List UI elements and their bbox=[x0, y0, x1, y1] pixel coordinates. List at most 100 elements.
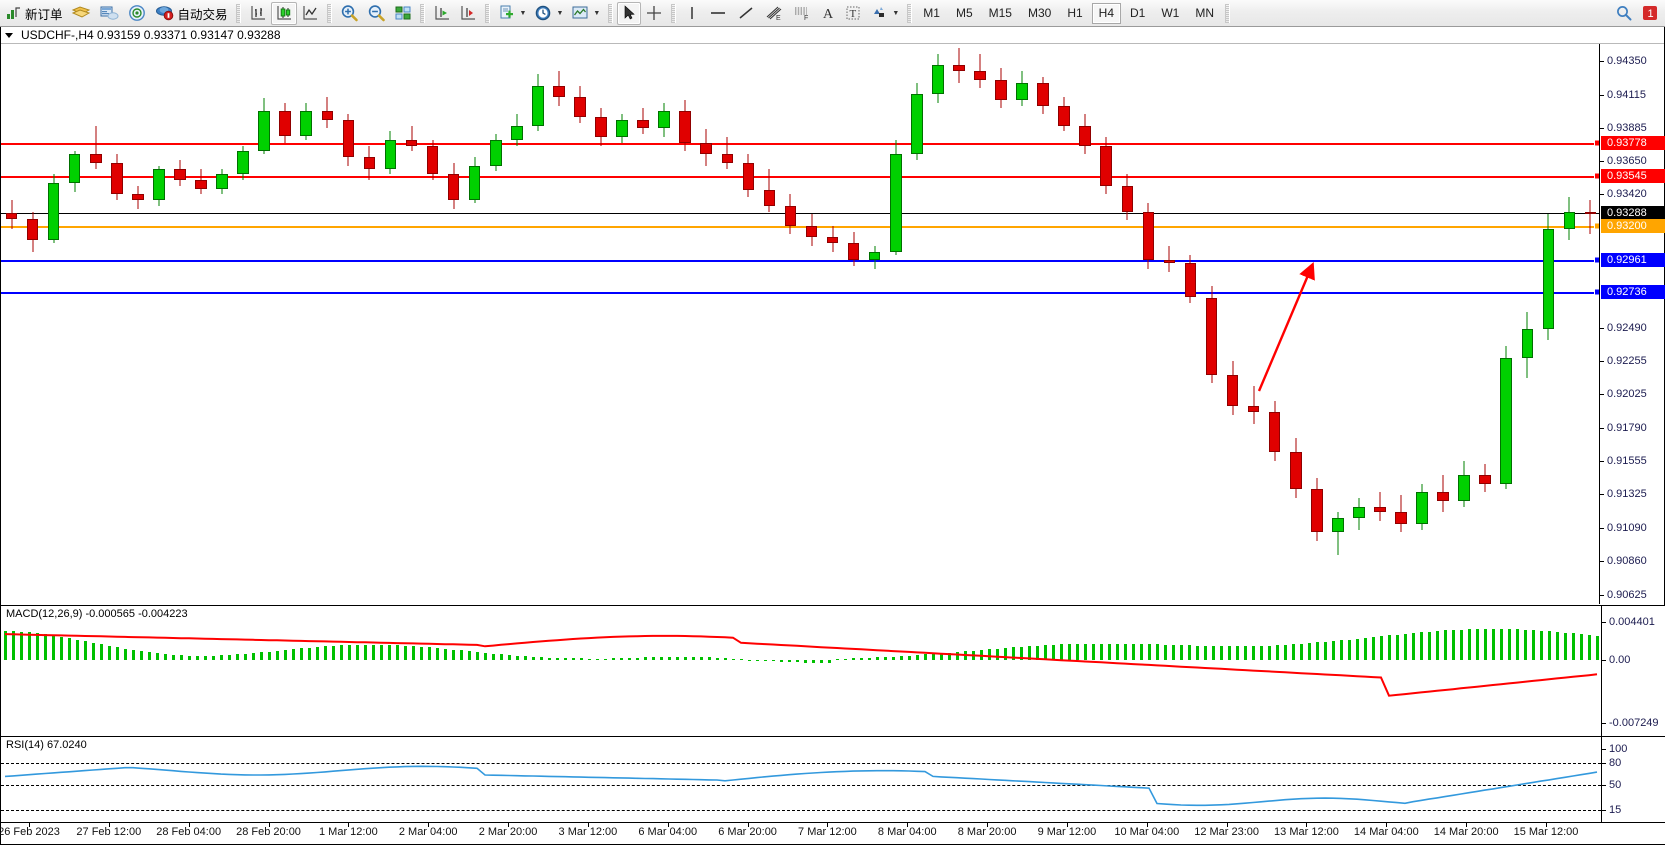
auto-scroll-button[interactable] bbox=[455, 2, 481, 25]
price-level-label[interactable]: 0.93200 bbox=[1601, 218, 1665, 233]
trendline-button[interactable] bbox=[732, 2, 760, 25]
time-tick bbox=[987, 823, 989, 827]
rsi-pane[interactable]: RSI(14) 67.0240 100 80 50 15 bbox=[1, 736, 1665, 823]
line-chart-button[interactable] bbox=[297, 2, 323, 25]
chart-shift-button[interactable] bbox=[429, 2, 455, 25]
macd-histogram-bar bbox=[987, 649, 991, 661]
candle-body bbox=[616, 119, 628, 138]
zoom-in-button[interactable] bbox=[336, 2, 363, 25]
price-level-label[interactable]: 0.92961 bbox=[1601, 253, 1665, 268]
signals-icon bbox=[128, 5, 145, 21]
timeframe-w1[interactable]: W1 bbox=[1161, 6, 1180, 20]
zoom-out-button[interactable] bbox=[363, 2, 390, 25]
price-level-line[interactable] bbox=[1, 176, 1601, 179]
candle-wick bbox=[1589, 200, 1591, 235]
data-window-button[interactable] bbox=[95, 2, 123, 25]
price-level-line[interactable] bbox=[1, 213, 1601, 215]
price-tick: 0.91555 bbox=[1600, 455, 1664, 467]
horizontal-line-button[interactable] bbox=[704, 2, 732, 25]
timeframe-d1[interactable]: D1 bbox=[1130, 6, 1146, 20]
macd-histogram-bar bbox=[43, 634, 47, 661]
folder-button[interactable] bbox=[67, 2, 95, 25]
candle-wick bbox=[411, 125, 413, 152]
price-level-line[interactable] bbox=[1, 225, 1601, 228]
candlestick-chart-button[interactable] bbox=[270, 1, 297, 25]
macd-histogram-bar bbox=[75, 639, 79, 661]
price-level-line[interactable] bbox=[1, 292, 1601, 295]
period-button[interactable]: ▼ bbox=[530, 2, 567, 25]
candle bbox=[321, 44, 334, 604]
candle-body bbox=[1142, 211, 1155, 261]
cursor-button[interactable] bbox=[617, 1, 642, 25]
price-tick: 0.91790 bbox=[1600, 422, 1664, 434]
candle bbox=[26, 44, 39, 604]
macd-histogram-bar bbox=[907, 655, 911, 661]
tile-windows-button[interactable] bbox=[390, 2, 416, 25]
candle-body bbox=[1542, 228, 1555, 329]
candle-body bbox=[216, 174, 228, 189]
timeframe-m5[interactable]: M5 bbox=[955, 6, 973, 20]
chart-window[interactable]: USDCHF-,H4 0.93159 0.93371 0.93147 0.932… bbox=[0, 27, 1665, 845]
templates-button[interactable]: ▼ bbox=[567, 2, 604, 25]
chevron-down-icon[interactable]: ▼ bbox=[593, 9, 601, 17]
chart-menu-caret-icon[interactable] bbox=[5, 32, 13, 38]
timeframe-h4[interactable]: H4 bbox=[1091, 2, 1121, 24]
macd-histogram-bar bbox=[427, 647, 431, 661]
label-button[interactable]: T bbox=[840, 2, 866, 25]
account-button[interactable]: 1 bbox=[1637, 2, 1663, 25]
macd-histogram-bar bbox=[19, 631, 23, 661]
timeframe-mn[interactable]: MN bbox=[1195, 6, 1215, 20]
macd-histogram-bar bbox=[875, 657, 879, 661]
macd-histogram-bar bbox=[1363, 637, 1367, 661]
macd-axis: 0.004401 0.00 -0.007249 bbox=[1601, 606, 1665, 736]
macd-histogram-bar bbox=[699, 657, 703, 661]
macd-histogram-bar bbox=[195, 655, 199, 661]
price-level-line[interactable] bbox=[1, 260, 1601, 263]
chevron-down-icon[interactable]: ▼ bbox=[892, 9, 900, 17]
search-button[interactable] bbox=[1611, 2, 1637, 25]
price-plot[interactable] bbox=[1, 44, 1601, 604]
macd-histogram-bar bbox=[795, 660, 799, 663]
bar-chart-button[interactable] bbox=[245, 2, 271, 25]
fibonacci-button[interactable]: F bbox=[788, 2, 816, 25]
auto-trading-label: 自动交易 bbox=[177, 7, 228, 22]
equidistant-channel-button[interactable]: E bbox=[760, 2, 788, 25]
chevron-down-icon[interactable]: ▼ bbox=[556, 9, 564, 17]
candle bbox=[1521, 44, 1534, 604]
chevron-down-icon[interactable]: ▼ bbox=[519, 9, 527, 17]
macd-histogram-bar bbox=[491, 653, 495, 661]
trend-arrow-annotation[interactable] bbox=[1241, 259, 1361, 419]
macd-histogram-bar bbox=[283, 649, 287, 661]
macd-histogram-bar bbox=[1067, 644, 1071, 661]
vertical-line-button[interactable] bbox=[680, 2, 704, 25]
macd-histogram-bar bbox=[1115, 643, 1119, 661]
time-tick bbox=[907, 823, 909, 827]
price-level-label[interactable]: 0.93778 bbox=[1601, 136, 1665, 151]
timeframe-m15[interactable]: M15 bbox=[988, 6, 1012, 20]
price-level-line[interactable] bbox=[1, 143, 1601, 146]
macd-histogram-bar bbox=[1579, 634, 1583, 661]
auto-trading-button[interactable]: 自动交易 bbox=[151, 2, 232, 25]
rsi-label: RSI(14) 67.0240 bbox=[6, 739, 87, 751]
macd-histogram-bar bbox=[59, 636, 63, 661]
timeframe-m30[interactable]: M30 bbox=[1027, 6, 1052, 20]
macd-histogram-bar bbox=[3, 630, 7, 661]
price-axis[interactable]: 0.94350 0.94115 0.93885 0.93650 0.93420 0.924… bbox=[1599, 44, 1665, 604]
price-level-label[interactable]: 0.93288 bbox=[1601, 206, 1665, 221]
price-level-label[interactable]: 0.93545 bbox=[1601, 169, 1665, 184]
new-order-button[interactable]: 新订单 bbox=[2, 2, 67, 25]
price-level-label[interactable]: 0.92736 bbox=[1601, 285, 1665, 300]
macd-pane[interactable]: MACD(12,26,9) -0.000565 -0.004223 0.0044… bbox=[1, 605, 1665, 736]
macd-histogram-bar bbox=[1275, 645, 1279, 661]
candle bbox=[384, 44, 397, 604]
candle bbox=[1058, 44, 1070, 604]
text-button[interactable]: A bbox=[816, 2, 840, 25]
signals-button[interactable] bbox=[123, 2, 151, 25]
macd-histogram-bar bbox=[1307, 642, 1311, 661]
crosshair-button[interactable] bbox=[641, 2, 667, 25]
timeframe-m1[interactable]: M1 bbox=[923, 6, 940, 20]
timeframe-h1[interactable]: H1 bbox=[1067, 6, 1083, 20]
indicators-button[interactable]: ▼ bbox=[494, 2, 531, 25]
svg-text:F: F bbox=[804, 15, 808, 22]
shapes-button[interactable]: ▼ bbox=[866, 2, 903, 25]
